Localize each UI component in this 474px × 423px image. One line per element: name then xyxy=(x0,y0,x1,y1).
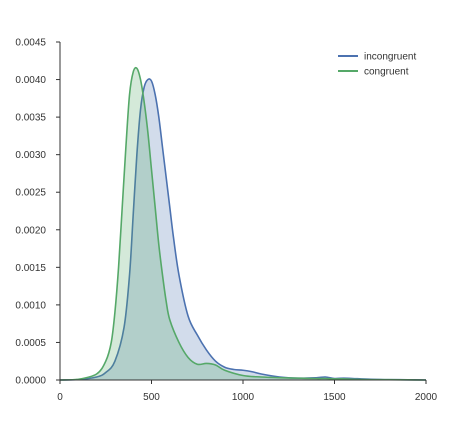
legend-label-congruent: congruent xyxy=(364,67,409,78)
density-line-congruent xyxy=(59,66,427,381)
density-fill-incongruent xyxy=(60,78,426,380)
x-tick-label: 2000 xyxy=(415,392,438,403)
y-tick-label: 0.0015 xyxy=(15,263,46,274)
y-tick-label: 0.0035 xyxy=(15,113,46,124)
y-tick-label: 0.0045 xyxy=(15,38,46,49)
density-fill-congruent xyxy=(60,67,426,380)
y-tick-label: 0.0010 xyxy=(15,300,46,311)
density-line-incongruent xyxy=(59,78,427,381)
legend-label-incongruent: incongruent xyxy=(364,52,416,63)
y-tick-label: 0.0005 xyxy=(15,338,46,349)
y-tick-label: 0.0000 xyxy=(15,376,46,387)
y-tick-label: 0.0030 xyxy=(15,150,46,161)
tick-marks: 0.0000 0.0005 0.0010 0.0015 0.0020 0.0025 0.00… xyxy=(15,38,437,404)
x-tick-label: 1500 xyxy=(323,392,346,403)
x-tick-label: 1000 xyxy=(232,392,255,403)
y-tick-label: 0.0025 xyxy=(15,188,46,199)
legend: incongruent congruent xyxy=(338,52,416,78)
x-tick-label: 0 xyxy=(57,392,63,403)
y-tick-label: 0.0020 xyxy=(15,225,46,236)
x-tick-label: 500 xyxy=(143,392,160,403)
density-areas xyxy=(59,66,427,381)
y-tick-label: 0.0040 xyxy=(15,75,46,86)
